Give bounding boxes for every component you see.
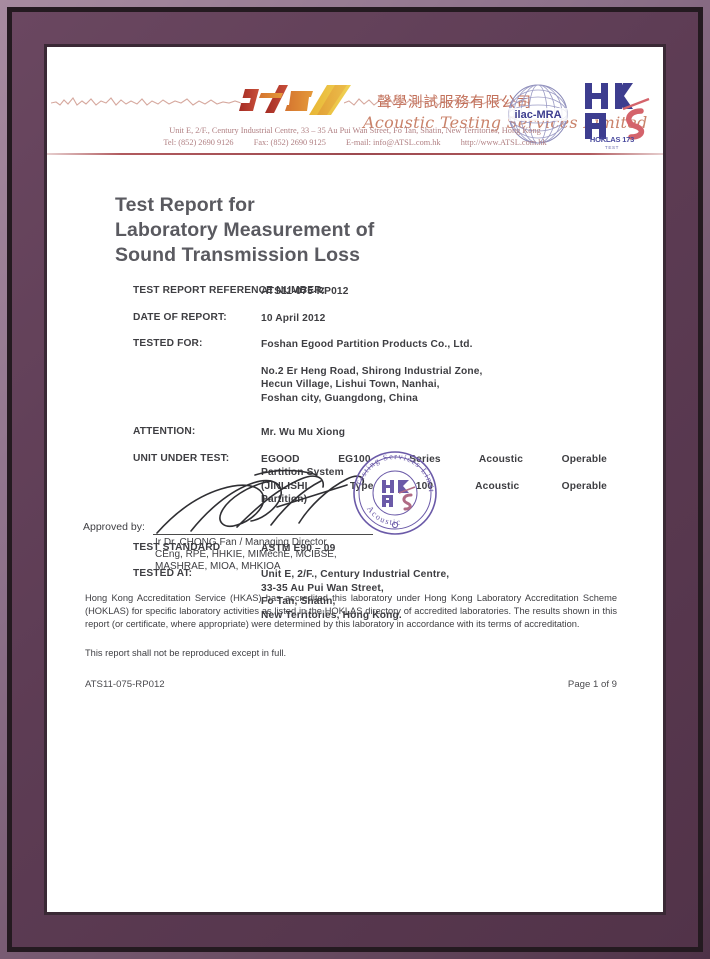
letterhead-address: Unit E, 2/F., Century Industrial Centre,… bbox=[53, 125, 657, 148]
uut-line4: Partition) bbox=[261, 494, 308, 505]
field-label: ATTENTION: bbox=[133, 426, 196, 437]
atsl-logo-wordmark bbox=[239, 85, 351, 115]
field-date-of-report: DATE OF REPORT: 10 April 2012 bbox=[47, 312, 663, 326]
letterhead-contact-line: Tel: (852) 2690 9126 Fax: (852) 2690 912… bbox=[53, 137, 657, 149]
letterhead-address-line: Unit E, 2/F., Century Industrial Centre,… bbox=[169, 126, 541, 135]
footer-reference: ATS11-075-RP012 bbox=[85, 679, 165, 690]
field-value: Unit E, 2/F., Century Industrial Centre,… bbox=[261, 568, 663, 622]
letterhead-email: E-mail: info@ATSL.com.hk bbox=[346, 137, 441, 147]
letterhead-fax: Fax: (852) 2690 9125 bbox=[253, 137, 326, 147]
tested-for-address-line3: Foshan city, Guangdong, China bbox=[261, 392, 418, 404]
reproduction-notice: This report shall not be reproduced exce… bbox=[85, 648, 287, 658]
field-label: UNIT UNDER TEST: bbox=[133, 452, 230, 464]
hoklas-badge: HOKLAS 173 TEST bbox=[581, 135, 643, 154]
page-footer: ATS11-075-RP012 Page 1 of 9 bbox=[85, 679, 617, 690]
field-value: ATS11-075-RP012 bbox=[261, 286, 349, 297]
hoklas-badge-line2: TEST bbox=[604, 145, 620, 150]
ilac-mra-icon: ilac-MRA bbox=[508, 84, 568, 144]
field-value: Mr. Wu Mu Xiong bbox=[261, 427, 346, 438]
waveform-decoration-right bbox=[344, 97, 529, 106]
accreditation-note: Hong Kong Accreditation Service (HKAS) h… bbox=[85, 592, 617, 660]
uut-line2: Partition System bbox=[261, 467, 344, 478]
report-details: TEST REPORT REFERENCE NUMBER: ATS11-075-… bbox=[47, 285, 663, 635]
hkas-logo-icon bbox=[585, 83, 650, 140]
report-title-line1: Test Report for bbox=[115, 194, 255, 216]
tested-at-line2: 33-35 Au Pui Wan Street, bbox=[261, 582, 384, 594]
field-value: 10 April 2012 bbox=[261, 312, 326, 324]
field-test-standard: TEST STANDARD ASTM E90 – 09 bbox=[47, 542, 663, 556]
signature-ink bbox=[156, 469, 365, 534]
footer-page-number: Page 1 of 9 bbox=[567, 679, 617, 690]
tested-for-address-line2: Hecun Village, Lishui Town, Nanhai, bbox=[261, 379, 440, 390]
tested-at-line1: Unit E, 2/F., Century Industrial Centre, bbox=[261, 569, 450, 580]
tested-for-company: Foshan Egood Partition Products Co., Ltd… bbox=[261, 339, 473, 350]
uut-line1: EGOOD EG100 Series Acoustic Operable bbox=[261, 453, 607, 465]
field-attention: ATTENTION: Mr. Wu Mu Xiong bbox=[47, 426, 663, 440]
letterhead-divider bbox=[47, 153, 663, 155]
letterhead-website: http://www.ATSL.com.hk bbox=[460, 137, 547, 147]
signature-block: Approved by: Ir Dr. CHONG Fan bbox=[47, 445, 663, 585]
approved-by-label: Approved by: bbox=[83, 521, 145, 533]
field-tested-for: TESTED FOR: Foshan Egood Partition Produ… bbox=[47, 338, 663, 405]
field-reference-number: TEST REPORT REFERENCE NUMBER: ATS11-075-… bbox=[47, 285, 663, 299]
report-title-line2: Laboratory Measurement of bbox=[115, 219, 375, 241]
waveform-decoration-left bbox=[51, 97, 241, 106]
uut-line3: (JINLISHI Type 100 Acoustic Operable bbox=[261, 480, 607, 492]
field-label: TESTED FOR: bbox=[133, 338, 203, 349]
tested-for-address-line1: No.2 Er Heng Road, Shirong Industrial Zo… bbox=[261, 365, 483, 377]
letterhead-tel: Tel: (852) 2690 9126 bbox=[163, 137, 234, 147]
signatory-qualifications-line1: CEng, RPE, HHKIE, MIMechE, MCIBSE, bbox=[155, 549, 337, 561]
accreditation-paragraph: Hong Kong Accreditation Service (HKAS) h… bbox=[85, 593, 617, 629]
hoklas-badge-line1: HOKLAS 173 bbox=[589, 135, 635, 144]
logo-company-script: Acoustic Testing Services Limited bbox=[363, 113, 648, 132]
field-value: ASTM E90 – 09 bbox=[261, 542, 336, 554]
signatory-details: Ir Dr. CHONG Fan / Managing Director CEn… bbox=[155, 537, 337, 574]
field-label: TESTED AT: bbox=[133, 568, 193, 579]
signature-rule bbox=[153, 534, 373, 535]
field-unit-under-test: UNIT UNDER TEST: EGOOD EG100 Series Acou… bbox=[47, 453, 663, 507]
svg-text:Acoustic: Acoustic bbox=[365, 504, 402, 527]
letterhead: 聲學測試服務有限公司 Acoustic Testing Services Lim… bbox=[47, 47, 663, 165]
field-label: TEST REPORT REFERENCE NUMBER: bbox=[133, 285, 326, 296]
company-stamp-icon: Testing Services Limited Acoustic bbox=[349, 447, 437, 535]
letterhead-logos: 聲學測試服務有限公司 Acoustic Testing Services Lim… bbox=[47, 67, 663, 150]
field-label: TEST STANDARD bbox=[133, 541, 221, 553]
field-tested-at: TESTED AT: Unit E, 2/F., Century Industr… bbox=[47, 568, 663, 622]
document-page: 聲學測試服務有限公司 Acoustic Testing Services Lim… bbox=[47, 47, 663, 912]
field-value: EGOOD EG100 Series Acoustic Operable Par… bbox=[261, 453, 663, 507]
logo-chinese-name: 聲學測試服務有限公司 bbox=[377, 95, 532, 111]
field-label: DATE OF REPORT: bbox=[133, 311, 227, 323]
report-title: Test Report for Laboratory Measurement o… bbox=[115, 193, 374, 268]
svg-text:ilac-MRA: ilac-MRA bbox=[514, 109, 561, 121]
tested-at-line4: New Territories, Hong Kong. bbox=[261, 609, 402, 621]
signatory-qualifications-line2: MASHRAE, MIOA, MHKIOA bbox=[155, 561, 281, 573]
field-value: Foshan Egood Partition Products Co., Ltd… bbox=[261, 338, 663, 405]
report-title-line3: Sound Transmission Loss bbox=[115, 244, 361, 266]
signatory-name: Ir Dr. CHONG Fan / Managing Director bbox=[155, 537, 327, 548]
tested-at-line3: Fo Tan, Shatin, bbox=[261, 596, 336, 607]
